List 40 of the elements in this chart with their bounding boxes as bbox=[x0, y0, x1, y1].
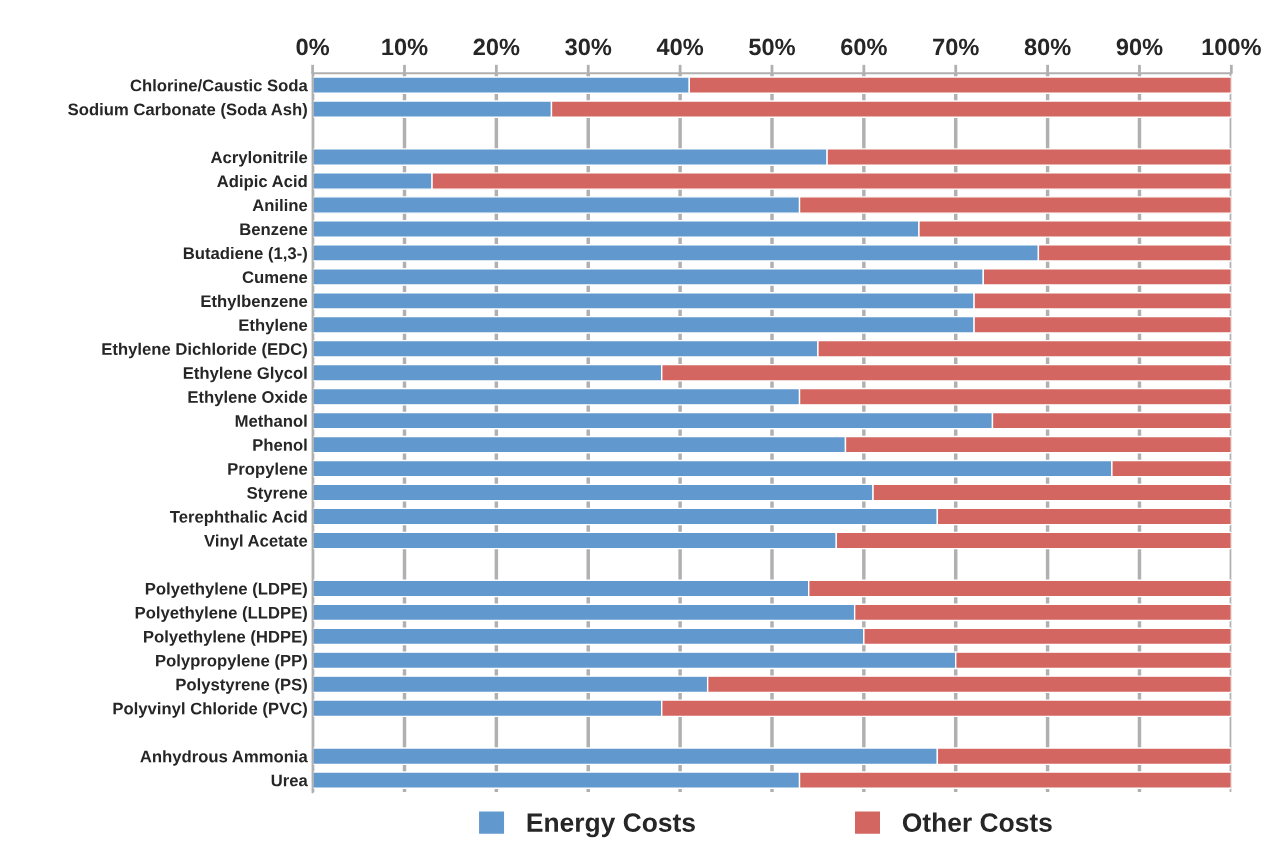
y-tick-label: Polyethylene (LDPE) bbox=[145, 582, 307, 598]
x-tick-label: 30% bbox=[565, 38, 612, 56]
x-tick-label: 20% bbox=[473, 38, 520, 56]
y-tick-label: Polystyrene (PS) bbox=[176, 678, 307, 694]
x-tick-label: 100% bbox=[1202, 38, 1261, 56]
x-tick-label: 50% bbox=[749, 38, 795, 56]
y-tick-label: Ethylbenzene bbox=[201, 294, 308, 311]
y-tick-label: Polyethylene (HDPE) bbox=[144, 630, 307, 646]
y-tick-label: Acrylonitrile bbox=[210, 151, 308, 167]
y-tick-label: Ethylene Dichloride (EDC) bbox=[102, 342, 307, 359]
y-tick-label: Aniline bbox=[252, 198, 308, 212]
x-tick-label: 70% bbox=[933, 38, 979, 56]
x-tick-label: 80% bbox=[1024, 38, 1071, 56]
y-tick-label: Phenol bbox=[253, 438, 307, 451]
y-tick-label: Propylene bbox=[228, 462, 308, 479]
y-tick-label: Adipic Acid bbox=[217, 174, 307, 191]
y-tick-label: Ethylene Oxide bbox=[188, 390, 308, 407]
y-tick-label: Polypropylene (PP) bbox=[156, 654, 307, 670]
x-tick-label: 0% bbox=[296, 38, 330, 56]
y-tick-label: Styrene bbox=[247, 486, 308, 503]
legend-label: Other Costs bbox=[902, 812, 1052, 832]
y-tick-label: Polyvinyl Chloride (PVC) bbox=[113, 702, 307, 718]
y-tick-label: Terephthalic Acid bbox=[169, 510, 307, 527]
y-tick-label: Benzene bbox=[240, 223, 308, 236]
y-tick-label: Methanol bbox=[235, 414, 307, 427]
y-tick-label: Butadiene (1,3-) bbox=[183, 246, 307, 263]
y-tick-label: Ethylene Glycol bbox=[183, 366, 307, 383]
legend-label: Energy Costs bbox=[527, 813, 695, 838]
y-tick-label: Sodium Carbonate (Soda Ash) bbox=[68, 103, 307, 119]
y-tick-label: Chlorine/Caustic Soda bbox=[130, 79, 308, 92]
x-tick-label: 40% bbox=[656, 38, 704, 56]
x-tick-label: 60% bbox=[841, 38, 887, 56]
y-tick-label: Ethylene bbox=[239, 318, 308, 335]
y-tick-label: Polyethylene (LLDPE) bbox=[135, 606, 307, 622]
y-tick-label: Cumene bbox=[242, 271, 308, 284]
y-tick-label: Vinyl Acetate bbox=[204, 534, 308, 550]
x-tick-label: 90% bbox=[1116, 38, 1163, 56]
y-tick-label: Urea bbox=[271, 774, 308, 787]
x-tick-label: 10% bbox=[382, 38, 428, 56]
y-tick-label: Anhydrous Ammonia bbox=[140, 750, 308, 766]
